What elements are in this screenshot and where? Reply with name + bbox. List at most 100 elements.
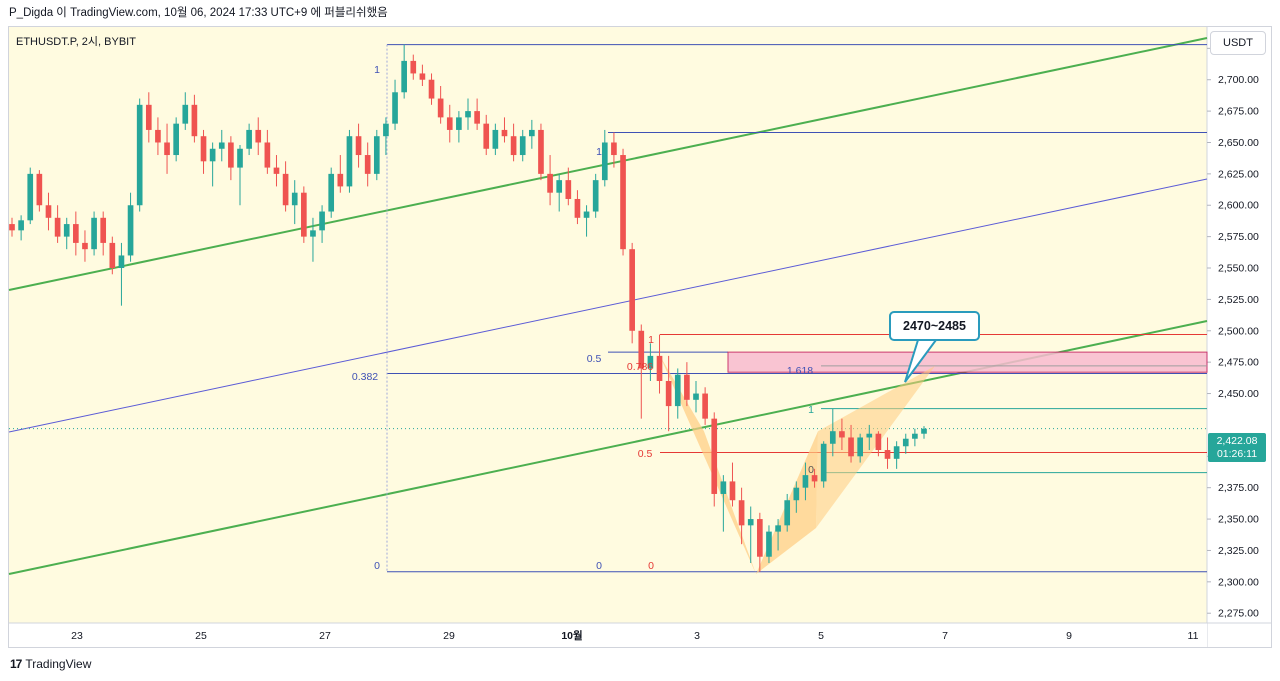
candle-body [456, 117, 462, 130]
price-tick-label: 2,575.00 [1218, 231, 1259, 243]
candle-body [255, 129, 262, 143]
candle-body [100, 217, 107, 243]
candle-body [875, 433, 882, 451]
candle-body [173, 123, 179, 156]
time-tick-label: 9 [1066, 630, 1072, 642]
last-price-value: 2,422.08 [1216, 435, 1258, 447]
candle-body [209, 148, 216, 162]
candle-body [419, 73, 426, 80]
price-tick-label: 2,675.00 [1218, 106, 1259, 118]
fib-green-label-0: 0 [808, 464, 814, 476]
candle-body [720, 481, 727, 494]
time-tick-label: 27 [319, 630, 331, 642]
time-tick-label: 23 [71, 630, 83, 642]
candle-body [291, 192, 298, 206]
price-tick-label: 2,325.00 [1218, 545, 1259, 557]
candle-body [538, 129, 544, 174]
fib-red-label-05: 0.5 [638, 448, 653, 460]
candle-body [282, 173, 289, 206]
candle-body [465, 111, 471, 118]
candle-body [118, 255, 125, 269]
candle-body [328, 173, 335, 212]
candle-body [674, 374, 681, 407]
candle-body [264, 142, 271, 168]
price-tick-label: 2,600.00 [1218, 200, 1259, 212]
candle-body [373, 136, 380, 174]
fib-label-0-left: 0 [374, 560, 380, 572]
tradingview-logo-icon: 17 [10, 657, 22, 671]
candle-body [410, 60, 417, 74]
candle-body [319, 211, 325, 231]
candle-body [27, 173, 34, 221]
price-tick-label: 2,275.00 [1218, 608, 1259, 620]
candle-body [811, 475, 818, 482]
price-tick-label: 2,450.00 [1218, 388, 1259, 400]
candle-body [565, 180, 572, 199]
blue-channel-line [8, 178, 1208, 433]
fib-green-label-1: 1 [808, 404, 814, 416]
candle-body [665, 380, 672, 407]
candle-body [237, 148, 243, 168]
price-tick-label: 2,500.00 [1218, 325, 1259, 337]
upper-green-channel [8, 37, 1208, 291]
candle-body [18, 220, 24, 231]
candle-body [729, 481, 736, 501]
candle-body [574, 198, 581, 218]
candle-body [36, 173, 43, 206]
candle-body [711, 418, 718, 494]
candle-body [337, 173, 344, 187]
symbol-label[interactable]: ETHUSDT.P, 2시, BYBIT [16, 36, 136, 48]
candle-body [583, 211, 590, 218]
candle-body [392, 92, 398, 124]
target-zone-callout: 2470~2485 [889, 311, 980, 341]
price-tick-label: 2,625.00 [1218, 168, 1259, 180]
candle-body [228, 142, 234, 168]
fib-label-high-1: 1 [596, 146, 602, 158]
candle-body [839, 431, 845, 438]
price-tick-label: 2,300.00 [1218, 576, 1259, 588]
candle-body [182, 104, 189, 124]
candle-body [310, 230, 316, 237]
candle-body [483, 123, 490, 149]
candle-body [766, 531, 772, 557]
candle-body [693, 393, 699, 400]
price-tick-label: 2,550.00 [1218, 263, 1259, 275]
candle-body [164, 142, 170, 156]
price-tick-label: 2,650.00 [1218, 137, 1259, 149]
time-tick-label: 29 [443, 630, 455, 642]
candle-body [273, 167, 280, 174]
candle-body [601, 142, 608, 181]
price-tick-label: 2,475.00 [1218, 357, 1259, 369]
candle-body [383, 123, 389, 137]
candle-body [346, 136, 353, 187]
currency-button[interactable]: USDT [1210, 31, 1266, 55]
candle-body [510, 136, 517, 156]
candle-body [802, 475, 809, 488]
candle-body [820, 443, 827, 482]
footer-brand[interactable]: 17 TradingView [10, 654, 91, 674]
fib-label-0382: 0.382 [352, 371, 378, 383]
candle-body [401, 60, 407, 93]
candle-body [127, 205, 134, 256]
time-tick-label: 7 [942, 630, 948, 642]
candle-body [501, 129, 508, 137]
candle-body [656, 355, 663, 381]
candle-body [684, 374, 690, 400]
candle-body [191, 104, 198, 137]
candle-body [620, 155, 626, 250]
candle-body [921, 428, 927, 434]
candle-body [492, 129, 499, 149]
candle-body [9, 224, 15, 231]
candle-body [519, 136, 526, 156]
fib-label-0-mid: 0 [596, 560, 602, 572]
candle-body [529, 129, 535, 137]
candle-body [109, 242, 116, 269]
candle-body [638, 330, 645, 369]
time-axis [9, 623, 1207, 647]
candle-body [775, 525, 781, 532]
time-tick-label: 25 [195, 630, 207, 642]
candle-body [556, 180, 563, 193]
candle-body [428, 79, 435, 99]
candle-body [784, 500, 791, 526]
